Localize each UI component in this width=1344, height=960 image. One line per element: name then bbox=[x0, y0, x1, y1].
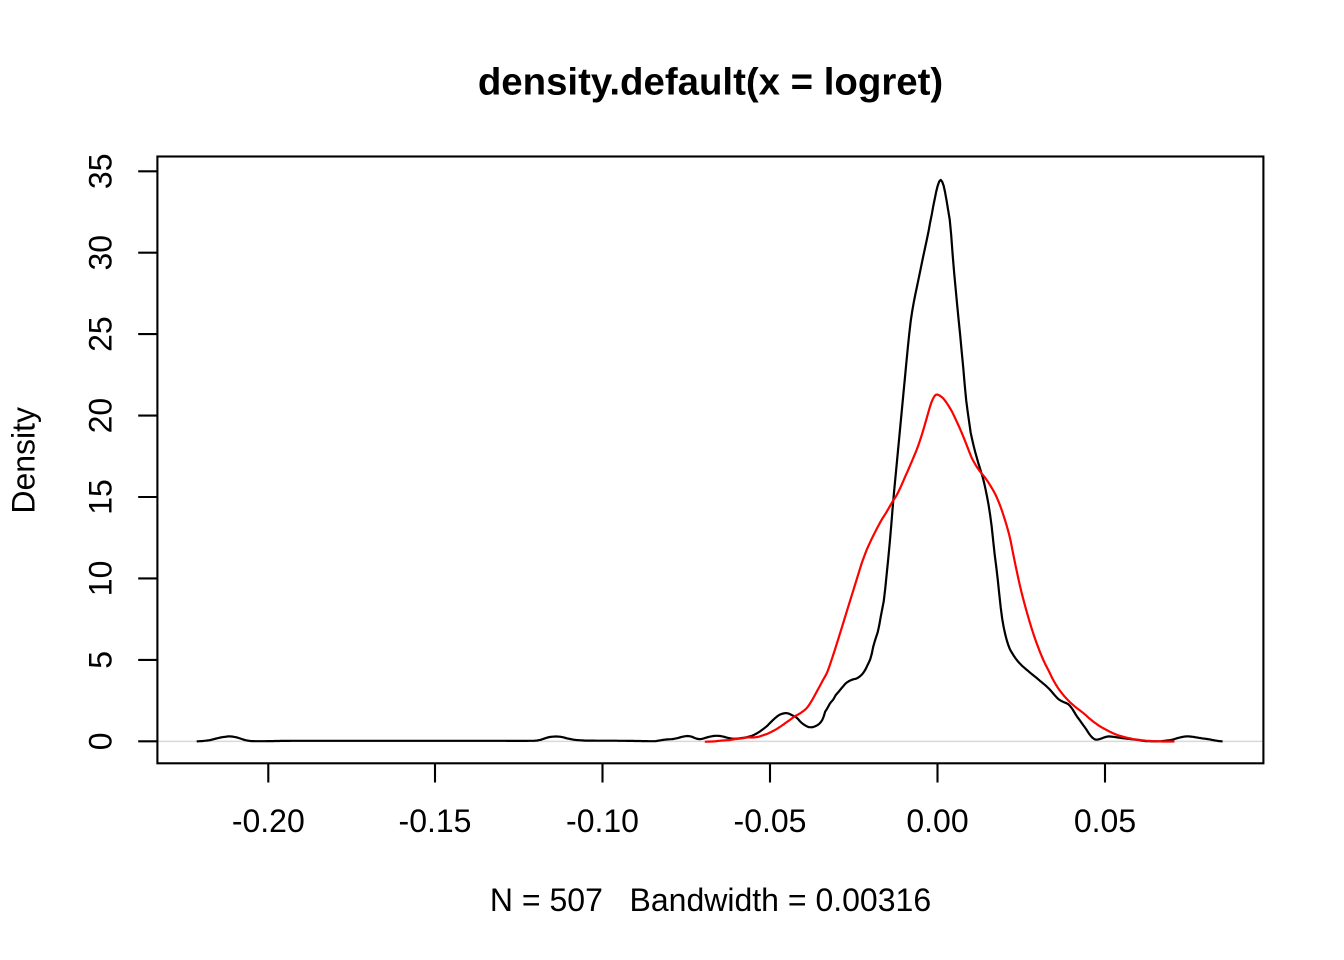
svg-text:0.05: 0.05 bbox=[1074, 803, 1136, 839]
svg-text:5: 5 bbox=[83, 651, 119, 669]
svg-text:N = 507 Bandwidth = 0.00316: N = 507 Bandwidth = 0.00316 bbox=[490, 882, 931, 918]
svg-text:30: 30 bbox=[83, 235, 119, 271]
svg-text:20: 20 bbox=[83, 398, 119, 434]
svg-text:-0.15: -0.15 bbox=[399, 803, 472, 839]
svg-text:-0.20: -0.20 bbox=[232, 803, 305, 839]
svg-text:-0.05: -0.05 bbox=[734, 803, 807, 839]
svg-text:density.default(x = logret): density.default(x = logret) bbox=[478, 61, 943, 104]
svg-text:-0.10: -0.10 bbox=[566, 803, 639, 839]
svg-text:25: 25 bbox=[83, 316, 119, 352]
svg-text:Density: Density bbox=[6, 407, 42, 514]
svg-text:10: 10 bbox=[83, 561, 119, 597]
svg-text:15: 15 bbox=[83, 479, 119, 515]
svg-text:35: 35 bbox=[83, 154, 119, 190]
svg-text:0.00: 0.00 bbox=[906, 803, 968, 839]
svg-text:0: 0 bbox=[83, 732, 119, 750]
